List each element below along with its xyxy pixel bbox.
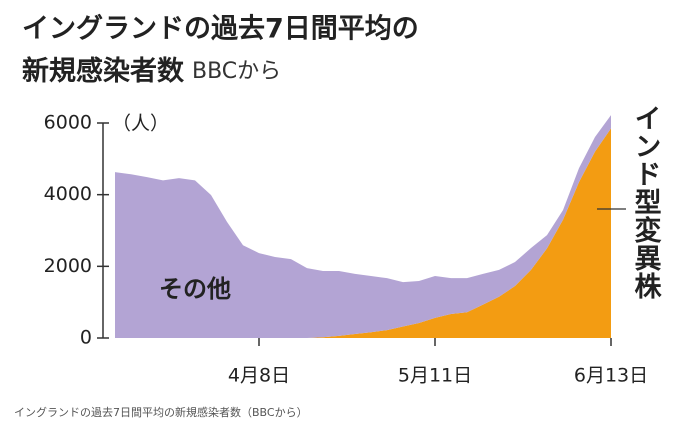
x-tick-label: 6月13日 <box>574 365 648 387</box>
series-label: インド型変異株 <box>630 104 662 300</box>
y-tick-label: 6000 <box>44 112 92 134</box>
title-line: イングランドの過去7日間平均の <box>22 13 419 45</box>
title-line: 新規感染者数 BBCから <box>22 55 281 87</box>
y-tick-label: 0 <box>80 327 92 349</box>
x-tick-label: 5月11日 <box>398 365 472 387</box>
y-tick-label: 4000 <box>44 183 92 205</box>
source: BBCから <box>192 59 281 84</box>
caption: イングランドの過去7日間平均の新規感染者数（BBCから） <box>14 405 308 419</box>
x-tick-label: 4月8日 <box>228 365 290 387</box>
title-line: 新規感染者数 <box>22 55 185 87</box>
series-label: その他 <box>159 275 231 303</box>
area <box>115 128 611 338</box>
y-tick-label: 2000 <box>44 255 92 277</box>
y-unit: （人） <box>112 113 169 135</box>
area <box>115 115 611 338</box>
